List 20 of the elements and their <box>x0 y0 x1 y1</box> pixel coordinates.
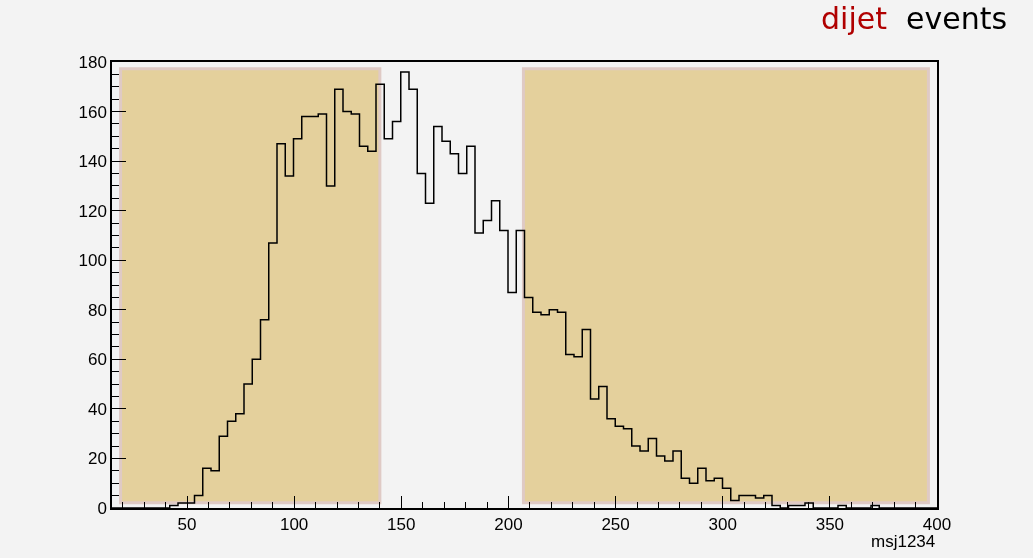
y-tick-label: 40 <box>87 399 107 419</box>
y-tick-label: 80 <box>87 300 107 320</box>
x-tick-label: 200 <box>494 515 523 535</box>
x-tick-label: 400 <box>922 515 952 535</box>
x-axis-title: msj1234 <box>871 532 936 551</box>
x-tick-label: 50 <box>177 515 197 535</box>
x-tick-label: 150 <box>387 515 416 535</box>
y-tick-label: 160 <box>78 102 107 122</box>
y-tick-label: 140 <box>78 152 107 172</box>
y-tick-label: 180 <box>78 52 107 72</box>
y-tick-label: 0 <box>97 498 107 518</box>
x-tick-label: 350 <box>815 515 845 535</box>
y-tick-label: 60 <box>87 350 107 370</box>
x-tick-label: 100 <box>279 515 309 535</box>
y-tick-label: 20 <box>87 449 107 469</box>
y-tick-label: 100 <box>78 251 107 271</box>
y-tick-label: 120 <box>78 201 107 221</box>
x-tick-label: 250 <box>601 515 630 535</box>
x-tick-label: 300 <box>708 515 737 535</box>
chart-title: dijet events <box>821 1 1008 37</box>
